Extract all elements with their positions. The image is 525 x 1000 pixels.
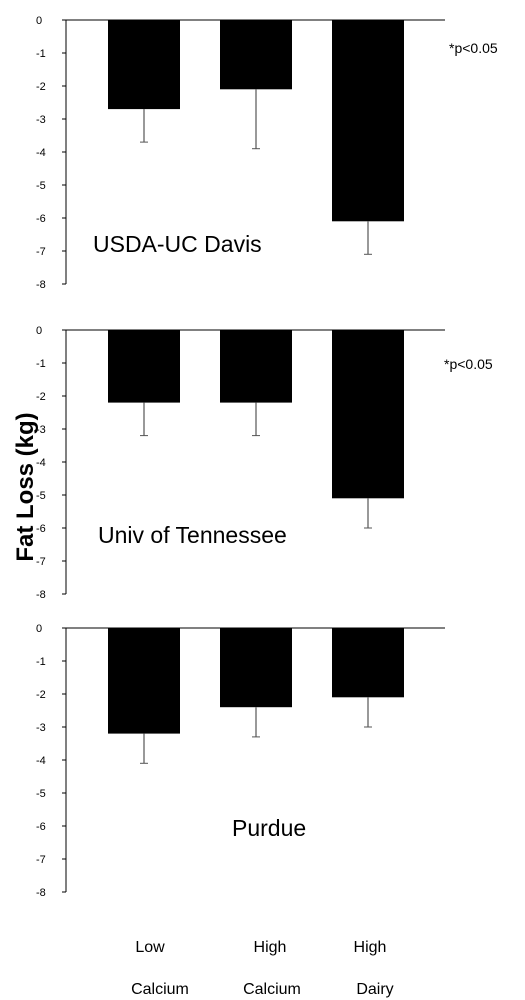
y-tick-label: -7 (36, 246, 46, 258)
panel-1: 0 -1 -2 -3 -4 -5 -6 -7 -8 USDA-UC Davis *p<0.05 (36, 15, 498, 291)
y-tick-label: -1 (36, 48, 46, 60)
y-tick-label: -2 (36, 391, 46, 403)
y-tick-label: -1 (36, 656, 46, 668)
panel-title: USDA-UC Davis (93, 231, 262, 257)
y-tick-label: -5 (36, 180, 46, 192)
y-tick-label: 0 (36, 325, 42, 337)
y-tick-label: -4 (36, 755, 46, 767)
y-tick-label: -3 (36, 722, 46, 734)
bar-1 (108, 628, 180, 734)
y-tick-label: -8 (36, 279, 46, 291)
category-label-3-line2: Dairy (356, 981, 393, 998)
panel-3: 0 -1 -2 -3 -4 -5 -6 -7 -8 Purdue (36, 623, 445, 899)
y-tick-label: -2 (36, 689, 46, 701)
y-tick-label: -3 (36, 114, 46, 126)
category-label-3-line1: High (354, 939, 387, 956)
category-labels: Low Calcium High Calcium High Dairy (131, 939, 394, 998)
bar-3 (332, 330, 404, 499)
bar-3 (332, 628, 404, 698)
category-label-2-line2: Calcium (243, 981, 301, 998)
y-tick-label: -5 (36, 788, 46, 800)
category-label-1-line2: Calcium (131, 981, 189, 998)
bar-1 (108, 20, 180, 110)
y-tick-label: 0 (36, 15, 42, 27)
panel-2: 0 -1 -2 -3 -4 -5 -6 -7 -8 Univ of Tennessee *p<0.0… (36, 325, 493, 601)
significance-note: *p<0.05 (444, 356, 493, 372)
bar-2 (220, 330, 292, 403)
y-tick-label: -4 (36, 457, 46, 469)
panel-title: Univ of Tennessee (98, 522, 287, 548)
bar-2 (220, 628, 292, 708)
y-tick-label: -8 (36, 589, 46, 601)
y-tick-label: -3 (36, 424, 46, 436)
significance-note: *p<0.05 (449, 40, 498, 56)
bar-2 (220, 20, 292, 90)
y-axis-label: Fat Loss (kg) (12, 412, 39, 561)
y-tick-label: -6 (36, 213, 46, 225)
y-tick-label: -1 (36, 358, 46, 370)
y-tick-label: 0 (36, 623, 42, 635)
y-tick-label: -2 (36, 81, 46, 93)
bar-3 (332, 20, 404, 222)
y-tick-label: -6 (36, 821, 46, 833)
y-tick-label: -6 (36, 523, 46, 535)
y-tick-label: -5 (36, 490, 46, 502)
bar-1 (108, 330, 180, 403)
chart-panels: 0 -1 -2 -3 -4 -5 -6 -7 -8 USDA-UC Davis *p<0.05 0 -1… (36, 15, 498, 899)
y-tick-label: -8 (36, 887, 46, 899)
y-tick-label: -7 (36, 854, 46, 866)
category-label-2-line1: High (254, 939, 287, 956)
panel-title: Purdue (232, 815, 306, 841)
y-tick-label: -4 (36, 147, 46, 159)
category-label-1-line1: Low (135, 939, 165, 956)
y-tick-label: -7 (36, 556, 46, 568)
